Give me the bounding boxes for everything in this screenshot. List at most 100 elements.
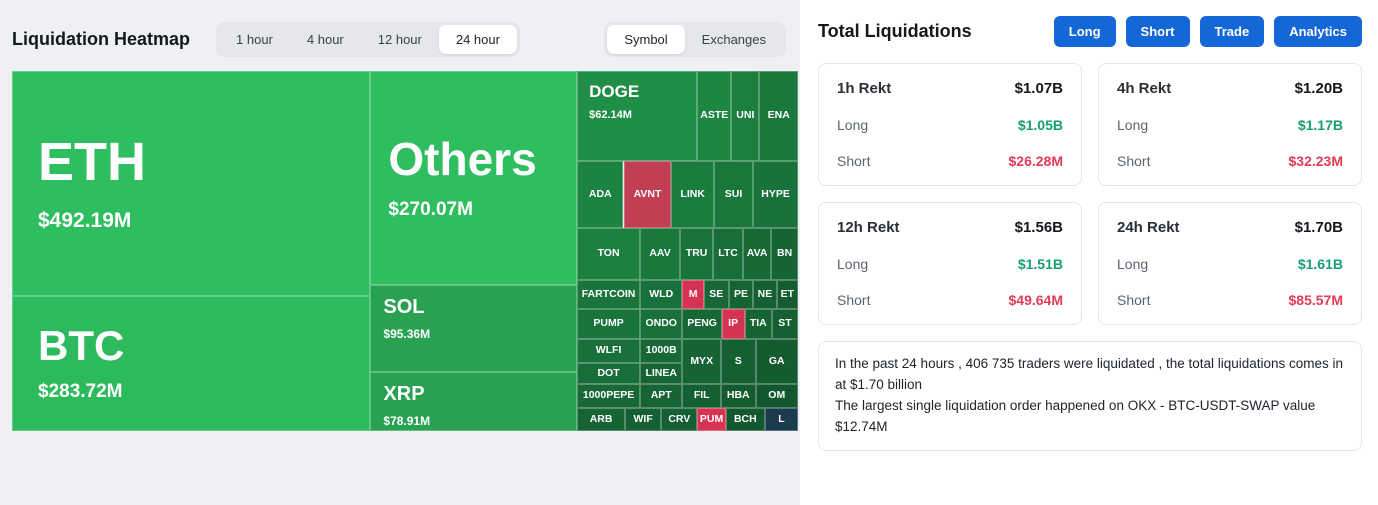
liquidation-treemap: ETH $492.19M BTC $283.72M Others $270.07M SOL $…	[12, 71, 798, 431]
tile-symbol: WIF	[633, 412, 653, 425]
heatmap-tile-tru[interactable]: TRU	[680, 227, 714, 280]
heatmap-tile-l[interactable]: L	[764, 407, 798, 431]
panel-buttons: Long Short Trade Analytics	[1053, 16, 1362, 47]
total-liquidations-panel: Total Liquidations Long Short Trade Analyti…	[800, 0, 1378, 505]
tile-symbol: FIL	[693, 389, 710, 402]
heatmap-tile-ava[interactable]: AVA	[742, 227, 772, 280]
tile-symbol: DOT	[597, 366, 620, 379]
heatmap-tile-st[interactable]: ST	[772, 308, 798, 340]
heatmap-tile-uni[interactable]: UNI	[731, 71, 760, 161]
heatmap-tile-om[interactable]: OM	[755, 384, 798, 408]
tile-symbol: BTC	[38, 322, 125, 370]
long-label: Long	[1117, 256, 1149, 272]
heatmap-tile-sui[interactable]: SUI	[713, 161, 754, 228]
heatmap-tile-tia[interactable]: TIA	[744, 308, 773, 340]
heatmap-tile-doge[interactable]: DOGE $62.14M	[577, 71, 698, 161]
heatmap-tile-ada[interactable]: ADA	[577, 161, 624, 228]
rekt-card-4h-rekt: 4h Rekt $1.20B Long $1.17B Short $32.23M	[1098, 63, 1362, 186]
time-range-12-hour[interactable]: 12 hour	[361, 25, 439, 54]
card-total: $1.07B	[1014, 80, 1063, 97]
heatmap-tile-wlfi[interactable]: WLFI	[577, 339, 640, 363]
tile-value: $283.72M	[38, 381, 123, 403]
heatmap-tile-et[interactable]: ET	[776, 279, 798, 309]
heatmap-tile-ga[interactable]: GA	[755, 339, 798, 385]
heatmap-tile-ena[interactable]: ENA	[759, 71, 798, 161]
tile-symbol: CRV	[668, 412, 691, 425]
heatmap-tile-aav[interactable]: AAV	[640, 227, 681, 280]
heatmap-tile-1000pepe[interactable]: 1000PEPE	[577, 384, 640, 408]
tile-symbol: Others	[388, 133, 537, 186]
long-button[interactable]: Long	[1053, 16, 1116, 47]
heatmap-tile-eth[interactable]: ETH $492.19M	[12, 71, 371, 297]
heatmap-tile-ne[interactable]: NE	[753, 279, 777, 309]
heatmap-tile-xrp[interactable]: XRP $78.91M	[370, 372, 578, 431]
heatmap-tile-dot[interactable]: DOT	[577, 362, 640, 385]
tile-symbol: ASTE	[700, 109, 729, 122]
long-label: Long	[1117, 117, 1149, 133]
heatmap-tile-ip[interactable]: IP	[721, 308, 745, 340]
heatmap-tile-pum[interactable]: PUM	[697, 407, 726, 431]
time-range-4-hour[interactable]: 4 hour	[290, 25, 361, 54]
tile-symbol: GA	[768, 355, 785, 368]
heatmap-tile-btc[interactable]: BTC $283.72M	[12, 296, 371, 431]
heatmap-tile-m[interactable]: M	[682, 279, 704, 309]
heatmap-tile-wld[interactable]: WLD	[640, 279, 683, 309]
card-total: $1.56B	[1014, 219, 1063, 236]
card-total: $1.70B	[1294, 219, 1343, 236]
tile-symbol: ARB	[589, 412, 613, 425]
heatmap-tile-crv[interactable]: CRV	[661, 407, 698, 431]
heatmap-tile-wif[interactable]: WIF	[625, 407, 662, 431]
heatmap-tile-ton[interactable]: TON	[577, 227, 640, 280]
heatmap-tile-se[interactable]: SE	[703, 279, 729, 309]
heatmap-tile-apt[interactable]: APT	[640, 384, 683, 408]
tile-symbol: LTC	[718, 247, 738, 260]
tile-symbol: DOGE	[589, 82, 640, 101]
heatmap-tile-1000b[interactable]: 1000B	[640, 339, 683, 363]
heatmap-tile-myx[interactable]: MYX	[682, 339, 721, 385]
heatmap-tile-linea[interactable]: LINEA	[640, 362, 683, 385]
long-value: $1.51B	[1017, 256, 1063, 272]
card-total: $1.20B	[1294, 80, 1343, 97]
heatmap-tile-hba[interactable]: HBA	[720, 384, 756, 408]
view-toggle-symbol[interactable]: Symbol	[607, 25, 685, 54]
tile-symbol: TRU	[685, 247, 708, 260]
heatmap-tile-pe[interactable]: PE	[728, 279, 754, 309]
short-value: $32.23M	[1288, 153, 1343, 169]
heatmap-tile-link[interactable]: LINK	[671, 161, 714, 228]
heatmap-tile-ltc[interactable]: LTC	[713, 227, 743, 280]
trade-button[interactable]: Trade	[1199, 16, 1265, 47]
time-range-24-hour[interactable]: 24 hour	[438, 25, 517, 54]
heatmap-tile-bch[interactable]: BCH	[725, 407, 765, 431]
heatmap-tile-s[interactable]: S	[720, 339, 756, 385]
heatmap-tile-peng[interactable]: PENG	[682, 308, 722, 340]
tile-symbol: AVNT	[633, 187, 662, 200]
heatmap-tile-hype[interactable]: HYPE	[753, 161, 798, 228]
tile-value: $492.19M	[38, 209, 132, 233]
heatmap-tile-avnt[interactable]: AVNT	[623, 161, 672, 228]
tile-symbol: LINK	[680, 187, 705, 200]
analytics-button[interactable]: Analytics	[1274, 16, 1362, 47]
heatmap-tile-ondo[interactable]: ONDO	[640, 308, 683, 340]
heatmap-tile-fil[interactable]: FIL	[682, 384, 721, 408]
tile-symbol: XRP	[383, 383, 425, 406]
card-title: 4h Rekt	[1117, 80, 1172, 97]
short-value: $26.28M	[1008, 153, 1063, 169]
tile-symbol: ENA	[767, 109, 790, 122]
long-label: Long	[837, 117, 869, 133]
short-button[interactable]: Short	[1125, 16, 1190, 47]
tile-symbol: PUM	[699, 412, 724, 425]
heatmap-tile-aste[interactable]: ASTE	[697, 71, 732, 161]
heatmap-tile-sol[interactable]: SOL $95.36M	[370, 285, 578, 373]
time-range-1-hour[interactable]: 1 hour	[219, 25, 290, 54]
tile-symbol: BCH	[733, 412, 757, 425]
card-title: 12h Rekt	[837, 219, 900, 236]
heatmap-tile-others[interactable]: Others $270.07M	[370, 71, 578, 286]
tile-symbol: TON	[597, 247, 620, 260]
heatmap-tile-fartcoin[interactable]: FARTCOIN	[577, 279, 640, 309]
heatmap-tile-pump[interactable]: PUMP	[577, 308, 640, 340]
heatmap-tile-arb[interactable]: ARB	[577, 407, 626, 431]
view-toggle-exchanges[interactable]: Exchanges	[685, 25, 783, 54]
panel-header: Total Liquidations Long Short Trade Analyti…	[818, 16, 1362, 47]
heatmap-tile-bn[interactable]: BN	[771, 227, 798, 280]
